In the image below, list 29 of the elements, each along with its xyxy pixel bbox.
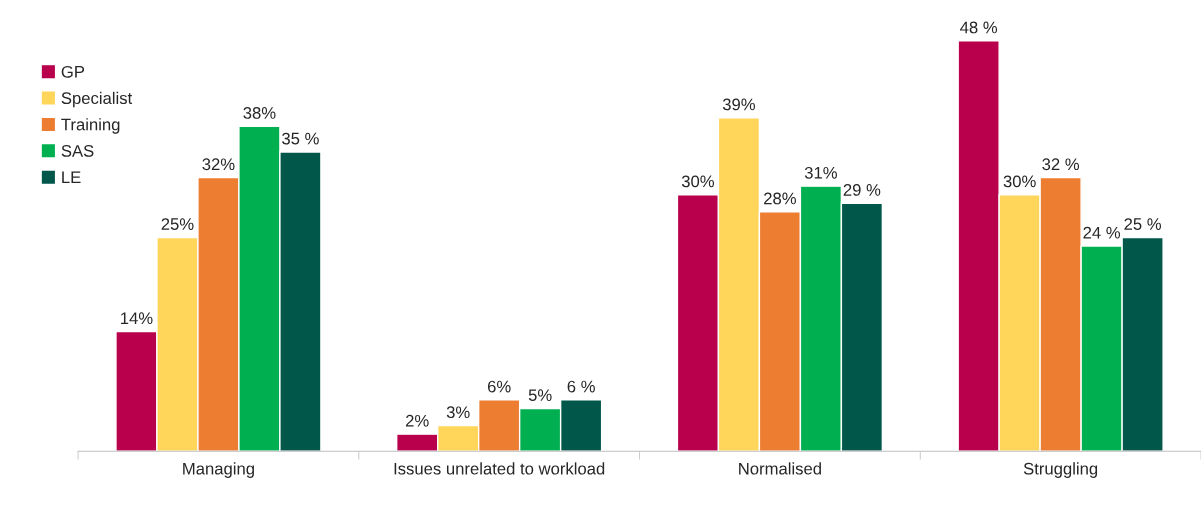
data-label: 30%: [1003, 175, 1036, 188]
legend-label: SAS: [61, 145, 94, 157]
data-label: 39%: [722, 98, 755, 111]
x-tick-label: Managing: [183, 462, 254, 478]
data-label: 25 %: [1124, 218, 1162, 230]
data-label: 35 %: [282, 132, 319, 145]
data-label: 48 %: [960, 21, 998, 34]
data-label: 32 %: [1042, 158, 1080, 171]
data-label: 14%: [121, 312, 153, 324]
data-label: 25%: [161, 218, 194, 230]
data-label: 3%: [446, 406, 470, 419]
legend-label: GP: [61, 65, 85, 78]
legend-label: Training: [61, 118, 120, 134]
data-label: 6 %: [567, 380, 595, 393]
data-label: 38%: [243, 107, 276, 119]
legend-label: Specialist: [61, 91, 133, 108]
data-label: 31%: [804, 166, 837, 179]
x-tick-label: Struggling: [1023, 462, 1098, 478]
data-label: 5%: [528, 389, 552, 402]
x-tick-label: Normalised: [739, 462, 821, 475]
data-label: 28%: [764, 192, 796, 205]
data-label: 24 %: [1083, 226, 1121, 239]
legend-label: LE: [62, 171, 81, 183]
x-tick-label: Issues unrelated to workload: [394, 462, 605, 475]
data-label: 6%: [487, 380, 511, 393]
data-label: 29 %: [843, 184, 881, 196]
data-label: 2%: [405, 414, 429, 427]
data-label: 30%: [681, 175, 715, 188]
data-label: 32%: [202, 158, 235, 171]
